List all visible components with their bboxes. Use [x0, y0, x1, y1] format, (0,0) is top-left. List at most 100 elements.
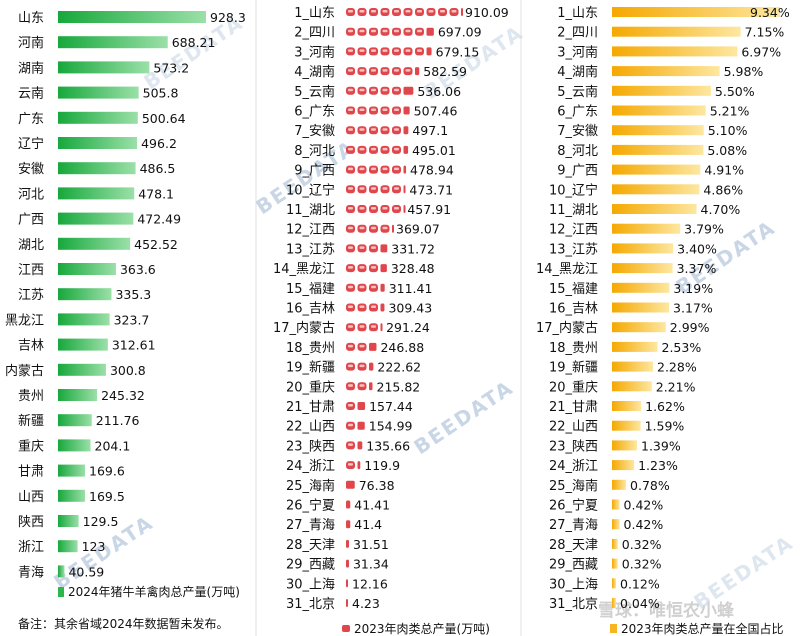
- province-label: 重庆: [18, 438, 44, 454]
- bar-2023-meat-production: [346, 264, 387, 273]
- province-label: 27_青海: [549, 518, 598, 533]
- bar-2024-production: [58, 540, 78, 553]
- province-label: 24_浙江: [286, 459, 335, 474]
- bar-2023-national-share: [612, 361, 654, 372]
- value-label: 123: [82, 539, 106, 554]
- value-label: 910.09: [465, 5, 509, 20]
- value-label: 119.9: [364, 458, 400, 473]
- value-label: 5.50%: [715, 84, 755, 99]
- bar-2024-production: [58, 389, 98, 401]
- bar-2023-meat-production: [346, 480, 355, 489]
- bar-2023-national-share: [612, 381, 652, 392]
- province-label: 16_吉林: [286, 302, 335, 317]
- value-label: 4.23: [352, 596, 380, 611]
- value-label: 478.94: [410, 163, 454, 178]
- value-label: 309.43: [388, 301, 432, 316]
- province-label: 贵州: [18, 389, 44, 404]
- bar-2023-national-share: [612, 322, 666, 333]
- watermark-brand-2: BEEDATA: [409, 375, 517, 459]
- watermark-layer: BEEDATA BEEDATA BEEDATA BEEDATA BEEDATA …: [49, 10, 797, 621]
- bar-2024-production: [58, 414, 92, 427]
- bar-2023-meat-production: [346, 461, 361, 470]
- bar-2023-meat-production: [346, 579, 348, 588]
- province-label: 3_河南: [557, 44, 598, 60]
- bar-2023-national-share: [612, 7, 780, 17]
- province-label: 11_湖北: [549, 203, 598, 218]
- province-label: 辽宁: [18, 136, 44, 152]
- value-label: 335.3: [115, 287, 151, 302]
- value-label: 31.51: [353, 537, 389, 552]
- value-label: 2.21%: [656, 379, 696, 394]
- value-label: 3.37%: [677, 261, 717, 276]
- bar-2023-meat-production: [346, 106, 410, 115]
- bar-2023-national-share: [612, 46, 738, 57]
- province-label: 19_新疆: [286, 360, 335, 376]
- province-label: 25_海南: [549, 478, 598, 494]
- province-label: 8_河北: [294, 144, 335, 159]
- province-label: 9_广西: [557, 164, 598, 179]
- bar-2023-meat-production: [346, 205, 406, 213]
- province-label: 25_海南: [286, 478, 335, 494]
- province-label: 河北: [18, 187, 44, 202]
- value-label: 0.32%: [622, 537, 662, 552]
- value-label: 31.34: [353, 557, 389, 572]
- province-label: 青海: [18, 565, 44, 580]
- province-label: 21_甘肃: [286, 400, 335, 415]
- province-label: 23_陕西: [549, 439, 598, 454]
- value-label: 4.70%: [701, 202, 741, 217]
- bar-2023-meat-production: [346, 165, 407, 174]
- province-label: 10_辽宁: [549, 182, 598, 198]
- value-label: 573.2: [153, 60, 189, 75]
- value-label: 369.07: [396, 222, 440, 237]
- bar-2023-meat-production: [346, 67, 420, 76]
- province-label: 5_云南: [557, 84, 598, 100]
- province-label: 11_湖北: [286, 203, 335, 218]
- province-label: 2_四川: [557, 26, 598, 41]
- bar-2023-meat-production: [346, 500, 351, 509]
- value-label: 6.97%: [741, 44, 781, 59]
- province-label: 甘肃: [18, 465, 44, 480]
- value-label: 505.8: [143, 86, 179, 101]
- bar-2024-production: [58, 86, 139, 99]
- province-label: 17_内蒙古: [536, 320, 598, 336]
- bar-2023-meat-production: [346, 283, 385, 292]
- value-label: 129.5: [83, 514, 119, 529]
- value-label: 0.78%: [630, 478, 670, 493]
- province-label: 8_河北: [557, 144, 598, 159]
- value-label: 486.5: [140, 161, 176, 176]
- value-label: 2.28%: [657, 360, 697, 375]
- value-label: 41.41: [354, 498, 390, 513]
- value-label: 169.6: [89, 464, 125, 479]
- bar-2023-national-share: [612, 558, 618, 569]
- bar-2023-national-share: [612, 302, 670, 313]
- legend-label: 2024年猪牛羊禽肉总产量(万吨): [68, 584, 240, 599]
- bar-2024-production: [58, 313, 110, 326]
- value-label: 495.01: [412, 143, 456, 158]
- bar-2024-production: [58, 36, 168, 49]
- value-label: 331.72: [391, 241, 435, 256]
- bar-2023-meat-production: [346, 145, 409, 154]
- value-label: 40.59: [68, 564, 104, 579]
- bar-2023-meat-production: [346, 126, 409, 135]
- province-label: 广西: [18, 213, 44, 228]
- bar-2023-meat-production: [346, 244, 388, 253]
- bar-2023-meat-production: [346, 323, 383, 332]
- value-label: 7.15%: [745, 25, 785, 40]
- value-label: 3.79%: [684, 222, 724, 237]
- province-label: 湖北: [18, 238, 44, 253]
- value-label: 688.21: [172, 35, 216, 50]
- value-label: 500.64: [142, 111, 186, 126]
- province-label: 22_山西: [549, 420, 598, 435]
- province-label: 30_上海: [286, 577, 335, 592]
- bar-2023-meat-production: [346, 47, 432, 56]
- bar-2023-national-share: [612, 460, 635, 471]
- province-label: 6_广东: [294, 105, 335, 120]
- province-label: 26_宁夏: [286, 498, 335, 514]
- bar-2024-production: [58, 464, 86, 477]
- province-label: 5_云南: [294, 84, 335, 100]
- bar-2023-meat-production: [346, 539, 350, 548]
- province-label: 29_西藏: [286, 558, 335, 573]
- province-label: 云南: [18, 86, 44, 102]
- legend-swatch: [610, 624, 617, 633]
